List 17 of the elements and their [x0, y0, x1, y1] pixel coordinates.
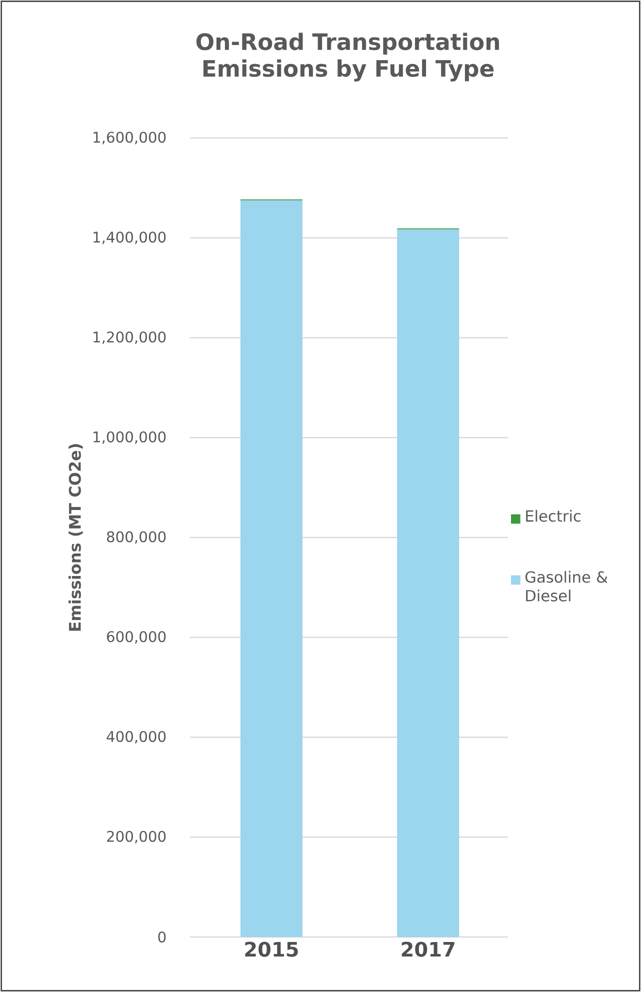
y-tick-label: 1,200,000	[94, 331, 166, 344]
y-tick-label: 0	[158, 931, 166, 943]
legend-label: Electric	[526, 510, 580, 522]
y-tick-label: 1,400,000	[94, 232, 166, 244]
y-tick-label: 800,000	[106, 531, 166, 544]
y-tick-label: 400,000	[106, 730, 166, 744]
x-tick-label: 2017	[402, 942, 454, 957]
legend-label: Gasoline & Diesel	[525, 570, 608, 602]
bar	[240, 200, 302, 937]
chart-title: On-Road Transportation Emissions by Fuel Type	[196, 32, 499, 82]
y-tick-label: 200,000	[107, 830, 166, 844]
y-tick-label: 1,000,000	[94, 431, 166, 444]
y-tick-label: 600,000	[106, 631, 166, 644]
bar	[397, 229, 460, 937]
x-tick-label: 2015	[245, 942, 298, 957]
y-axis-title: Emissions (MT CO2e)	[68, 444, 83, 631]
y-tick-label: 1,600,000	[94, 132, 166, 144]
